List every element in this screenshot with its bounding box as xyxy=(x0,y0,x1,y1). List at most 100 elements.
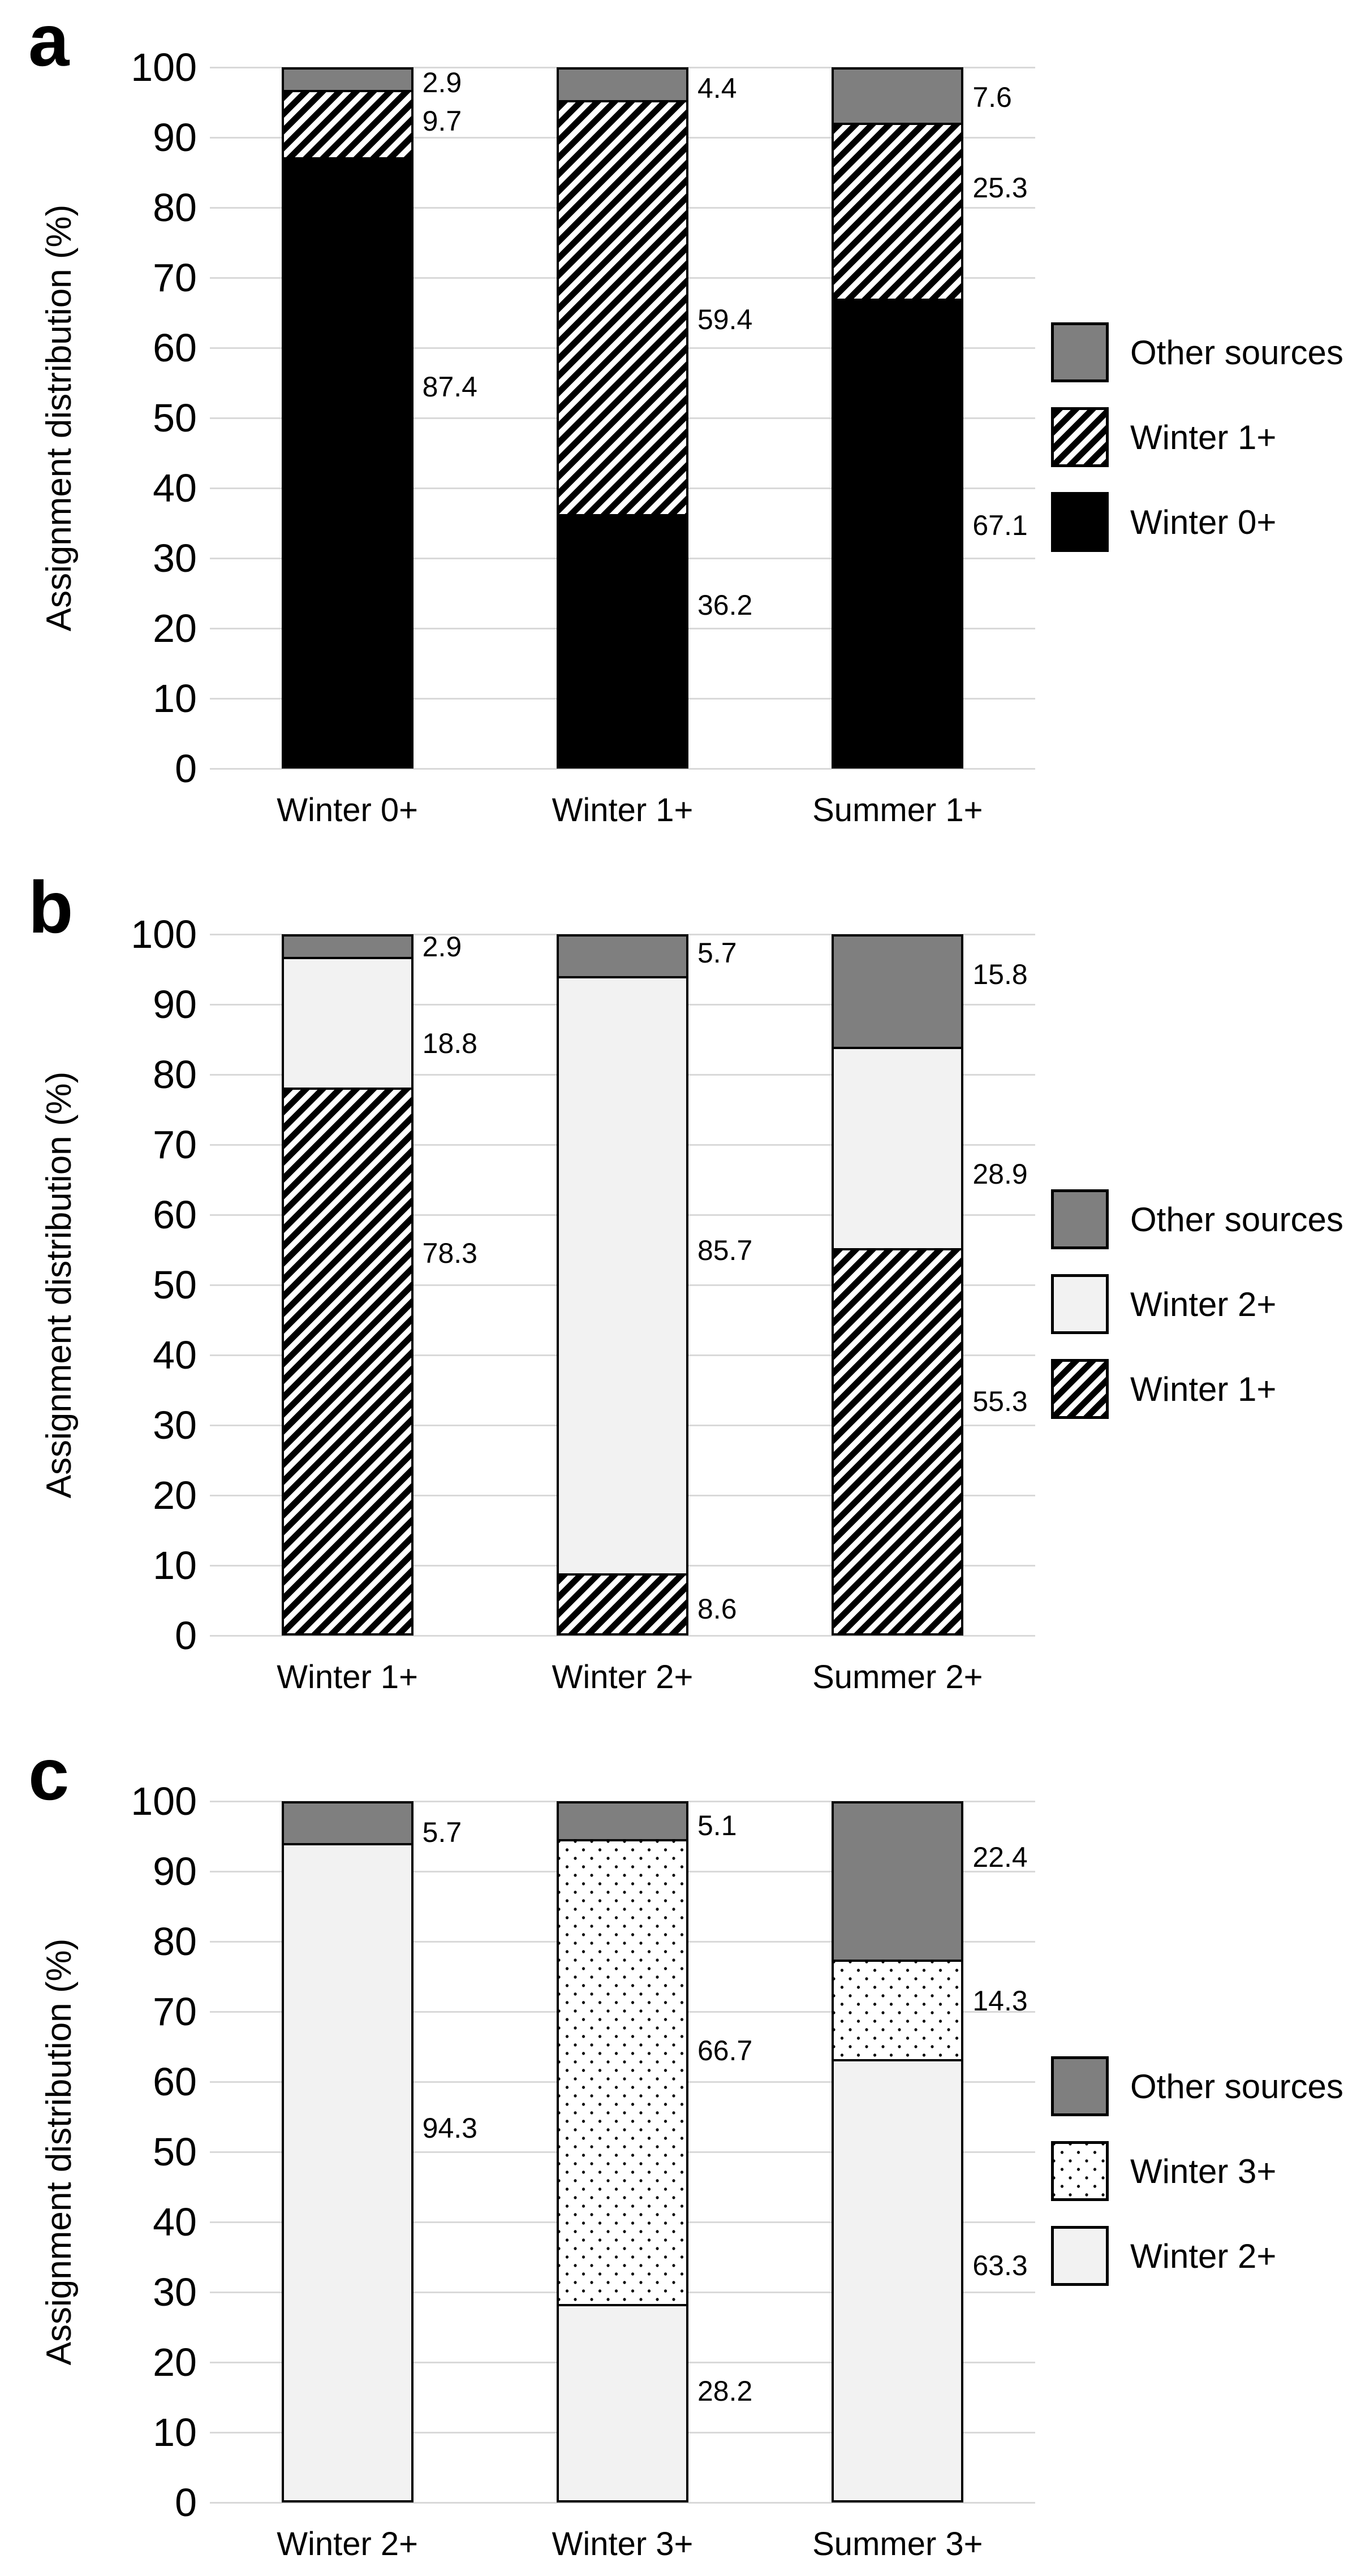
value-label: 15.8 xyxy=(972,958,1028,990)
y-tick-label: 40 xyxy=(153,2200,197,2244)
bar-summer-1 xyxy=(832,67,964,769)
panel-letter: a xyxy=(28,0,70,81)
bar-segment-winter-1 xyxy=(283,89,411,158)
bar-segment-winter-1 xyxy=(559,1573,686,1633)
bar-segment-other-sources xyxy=(283,70,411,90)
value-label: 9.7 xyxy=(422,105,462,137)
bar-winter-2 xyxy=(281,1801,414,2502)
value-label: 66.7 xyxy=(697,2035,753,2067)
bar-segment-other-sources xyxy=(283,937,411,957)
legend-swatch-winter-0 xyxy=(1051,492,1109,552)
legend-item-winter-1: Winter 1+ xyxy=(1051,407,1276,467)
gridline xyxy=(210,2501,1035,2504)
x-category-label: Winter 1+ xyxy=(552,792,694,829)
x-category-label: Summer 2+ xyxy=(812,1659,983,1695)
x-category-label: Summer 1+ xyxy=(812,792,983,829)
value-label: 22.4 xyxy=(972,1841,1028,1874)
bar-segment-other-sources xyxy=(559,70,686,101)
bar-segment-winter-2 xyxy=(559,2303,686,2500)
y-tick-label: 60 xyxy=(153,1193,197,1237)
value-label: 4.4 xyxy=(697,72,737,105)
legend-item-winter-2: Winter 2+ xyxy=(1051,2226,1276,2286)
legend-swatch-winter-2 xyxy=(1051,1274,1109,1334)
bar-segment-other-sources xyxy=(834,937,962,1047)
y-tick-label: 30 xyxy=(153,1403,197,1447)
value-label: 78.3 xyxy=(422,1237,477,1270)
value-label: 5.7 xyxy=(422,1816,462,1848)
bar-winter-2 xyxy=(557,934,688,1636)
bar-segment-winter-2 xyxy=(283,1843,411,2500)
bar-winter-3 xyxy=(557,1801,688,2502)
bar-segment-winter-0 xyxy=(559,514,686,766)
legend-label: Other sources xyxy=(1130,1200,1343,1239)
y-tick-label: 90 xyxy=(153,982,197,1026)
panel-c: c Assignment distribution (%) 100 90 80 70 60 5… xyxy=(0,1734,1361,2576)
value-label: 28.9 xyxy=(972,1158,1028,1190)
bar-segment-other-sources xyxy=(559,1803,686,1839)
gridline xyxy=(210,1634,1035,1637)
value-label: 5.1 xyxy=(697,1810,737,1842)
value-label: 2.9 xyxy=(422,931,462,963)
panel-a: a Assignment distribution (%) 100 90 80 70 60 5… xyxy=(0,0,1361,867)
y-tick-label: 10 xyxy=(153,676,197,720)
legend-label: Other sources xyxy=(1130,2067,1343,2105)
panel-letter: b xyxy=(28,866,74,948)
value-label: 2.9 xyxy=(422,67,462,99)
value-label: 36.2 xyxy=(697,589,753,622)
y-tick-label: 0 xyxy=(175,2480,197,2525)
x-category-label: Winter 0+ xyxy=(277,792,419,829)
legend-label: Other sources xyxy=(1130,333,1343,372)
panel-letter: c xyxy=(28,1733,70,1815)
bar-winter-1 xyxy=(557,67,688,769)
y-tick-label: 80 xyxy=(153,1919,197,1964)
legend-label: Winter 0+ xyxy=(1130,503,1277,541)
legend-label: Winter 2+ xyxy=(1130,2237,1277,2275)
value-label: 67.1 xyxy=(972,509,1028,541)
bar-summer-2 xyxy=(832,934,964,1636)
y-tick-label: 90 xyxy=(153,1849,197,1893)
bar-segment-winter-1 xyxy=(559,100,686,514)
y-tick-label: 0 xyxy=(175,747,197,791)
bar-segment-winter-3 xyxy=(834,1959,962,2060)
legend-swatch-other-sources xyxy=(1051,322,1109,382)
y-tick-label: 70 xyxy=(153,1990,197,2034)
value-label: 28.2 xyxy=(697,2375,753,2407)
y-tick-label: 100 xyxy=(131,1779,197,1823)
y-tick-label: 80 xyxy=(153,185,197,230)
panel-b: b Assignment distribution (%) 100 90 80 70 60 5… xyxy=(0,867,1361,1734)
bar-segment-other-sources xyxy=(834,1803,962,1960)
y-tick-label: 60 xyxy=(153,326,197,370)
bar-segment-winter-2 xyxy=(834,2059,962,2500)
bar-segment-winter-2 xyxy=(283,956,411,1088)
bar-segment-other-sources xyxy=(834,70,962,123)
bar-segment-other-sources xyxy=(283,1803,411,1844)
x-category-label: Winter 2+ xyxy=(277,2526,419,2562)
bar-segment-winter-0 xyxy=(834,299,962,766)
bar-segment-winter-3 xyxy=(559,1839,686,2304)
legend-item-winter-1: Winter 1+ xyxy=(1051,1359,1276,1419)
y-tick-label: 50 xyxy=(153,1263,197,1307)
legend-swatch-winter-1 xyxy=(1051,1359,1109,1419)
y-tick-label: 90 xyxy=(153,115,197,159)
legend-swatch-winter-2 xyxy=(1051,2226,1109,2286)
y-tick-label: 40 xyxy=(153,466,197,510)
y-tick-label: 50 xyxy=(153,396,197,440)
bar-winter-0 xyxy=(281,67,414,769)
y-tick-label: 10 xyxy=(153,1543,197,1587)
y-tick-label: 20 xyxy=(153,2340,197,2384)
legend-label: Winter 1+ xyxy=(1130,1370,1277,1408)
x-category-label: Summer 3+ xyxy=(812,2526,983,2562)
value-label: 7.6 xyxy=(972,81,1012,114)
bar-segment-winter-2 xyxy=(559,976,686,1574)
y-tick-label: 100 xyxy=(131,45,197,89)
y-tick-label: 50 xyxy=(153,2130,197,2174)
legend-swatch-winter-1 xyxy=(1051,407,1109,467)
y-tick-label: 10 xyxy=(153,2410,197,2454)
legend-item-winter-3: Winter 3+ xyxy=(1051,2141,1276,2201)
bar-segment-winter-2 xyxy=(834,1046,962,1248)
legend-swatch-other-sources xyxy=(1051,2056,1109,2116)
bar-segment-winter-1 xyxy=(834,1248,962,1633)
value-label: 55.3 xyxy=(972,1385,1028,1417)
y-tick-label: 30 xyxy=(153,2270,197,2314)
legend-swatch-winter-3 xyxy=(1051,2141,1109,2201)
